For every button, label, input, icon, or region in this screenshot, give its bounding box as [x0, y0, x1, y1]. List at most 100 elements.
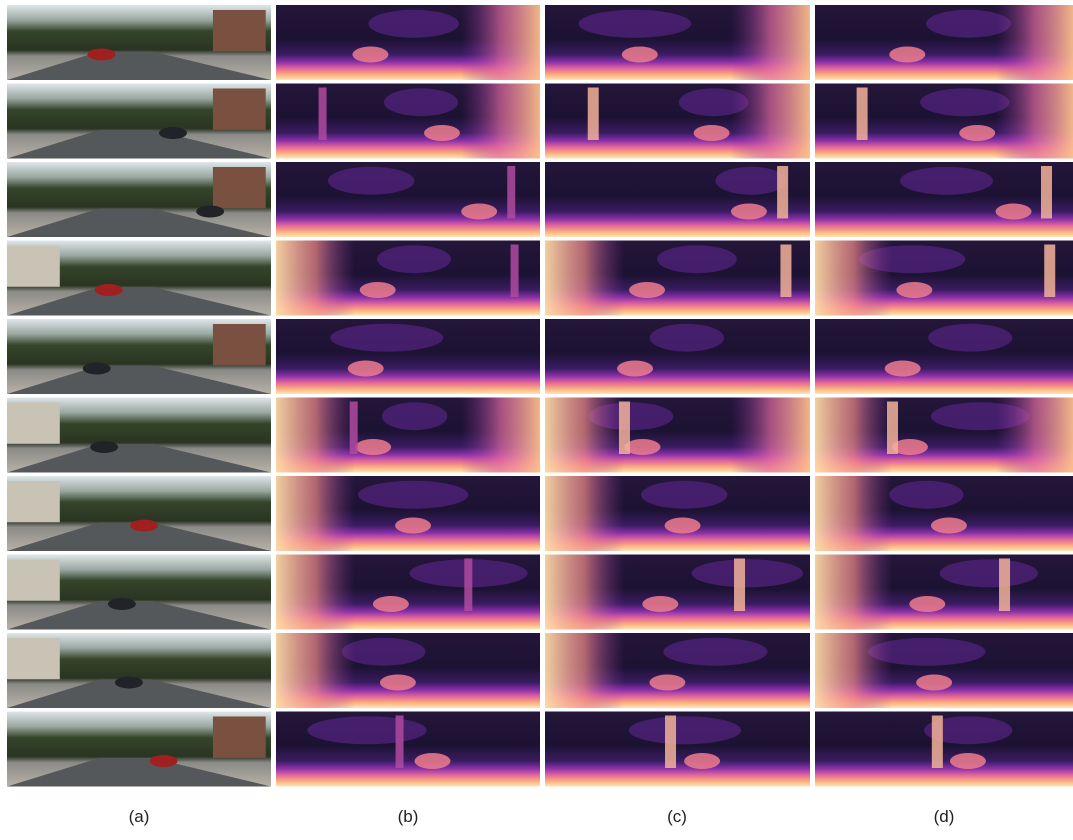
- car: [159, 127, 187, 139]
- depth-map: [815, 241, 1073, 316]
- depth-object: [665, 518, 701, 534]
- depth-map: [276, 241, 540, 316]
- depth-blob: [579, 10, 692, 38]
- near-left: [276, 241, 355, 316]
- depth-object: [684, 753, 720, 769]
- building: [7, 403, 60, 444]
- building: [7, 246, 60, 287]
- depth-object: [889, 47, 925, 63]
- depth-object: [694, 125, 730, 141]
- near-left: [276, 476, 355, 551]
- depth-map: [815, 633, 1073, 708]
- depth-map: [276, 5, 540, 80]
- photo: [7, 555, 271, 630]
- depth-pole: [464, 559, 472, 612]
- depth-pole: [507, 166, 515, 219]
- depth-pole: [887, 402, 898, 455]
- depth-pole: [350, 402, 358, 455]
- near-right: [996, 5, 1073, 80]
- depth-map: [276, 476, 540, 551]
- depth-object: [996, 204, 1032, 220]
- near-left: [545, 476, 625, 551]
- depth-pole: [999, 559, 1010, 612]
- depth-object: [424, 125, 460, 141]
- depth-blob: [940, 559, 1038, 587]
- photo: [7, 5, 271, 80]
- depth-map: [276, 84, 540, 159]
- depth-blob: [650, 324, 724, 352]
- depth-map: [276, 319, 540, 394]
- depth-pole: [932, 716, 943, 769]
- photo: [7, 241, 271, 316]
- depth-blob: [384, 88, 458, 116]
- near-left: [815, 241, 892, 316]
- depth-pole: [511, 245, 519, 298]
- depth-blob: [663, 638, 767, 666]
- depth-pole: [588, 88, 599, 141]
- depth-blob: [900, 167, 993, 195]
- figure: (a) (b) (c) (d): [0, 0, 1073, 835]
- depth-object: [461, 204, 497, 220]
- depth-object: [380, 675, 416, 691]
- near-left: [276, 633, 355, 708]
- depth-map: [545, 398, 810, 473]
- photo: [7, 633, 271, 708]
- depth-map: [545, 162, 810, 237]
- photo: [7, 712, 271, 787]
- near-right: [731, 398, 811, 473]
- depth-blob: [629, 716, 741, 744]
- depth-pole: [777, 166, 788, 219]
- car: [108, 598, 136, 610]
- depth-object: [896, 282, 932, 298]
- near-left: [815, 476, 892, 551]
- photo: [7, 84, 271, 159]
- depth-pole: [396, 716, 404, 769]
- car: [115, 677, 143, 689]
- depth-map: [815, 555, 1073, 630]
- photo: [7, 319, 271, 394]
- depth-object: [348, 361, 384, 377]
- photo: [7, 162, 271, 237]
- column-label: (b): [398, 807, 419, 826]
- depth-pole: [665, 716, 676, 769]
- building: [213, 324, 266, 365]
- depth-map: [545, 712, 810, 787]
- depth-object: [909, 596, 945, 612]
- depth-pole: [319, 88, 327, 141]
- near-left: [815, 555, 892, 630]
- depth-map: [815, 84, 1073, 159]
- page: (a) (b) (c) (d) (() => { const data = JS…: [0, 0, 1073, 835]
- depth-map: [545, 633, 810, 708]
- car: [150, 755, 178, 767]
- depth-background: [276, 162, 540, 237]
- depth-object: [395, 518, 431, 534]
- depth-object: [629, 282, 665, 298]
- depth-map: [545, 555, 810, 630]
- building: [213, 167, 266, 208]
- depth-object: [373, 596, 409, 612]
- depth-blob: [641, 481, 727, 509]
- near-left: [815, 398, 892, 473]
- building: [213, 89, 266, 130]
- depth-blob: [691, 559, 803, 587]
- depth-object: [931, 518, 967, 534]
- near-right: [461, 5, 540, 80]
- near-left: [276, 555, 355, 630]
- depth-blob: [358, 481, 468, 509]
- depth-object: [731, 204, 767, 220]
- depth-pole: [734, 559, 745, 612]
- depth-blob: [377, 245, 451, 273]
- depth-blob: [330, 324, 443, 352]
- near-right: [731, 84, 811, 159]
- car: [83, 363, 111, 375]
- depth-pole: [857, 88, 868, 141]
- depth-object: [355, 439, 391, 455]
- depth-map: [815, 712, 1073, 787]
- depth-map: [545, 84, 810, 159]
- car: [196, 206, 224, 218]
- depth-object: [415, 753, 451, 769]
- car: [95, 284, 123, 296]
- depth-object: [885, 361, 921, 377]
- near-left: [545, 633, 625, 708]
- near-right: [731, 5, 811, 80]
